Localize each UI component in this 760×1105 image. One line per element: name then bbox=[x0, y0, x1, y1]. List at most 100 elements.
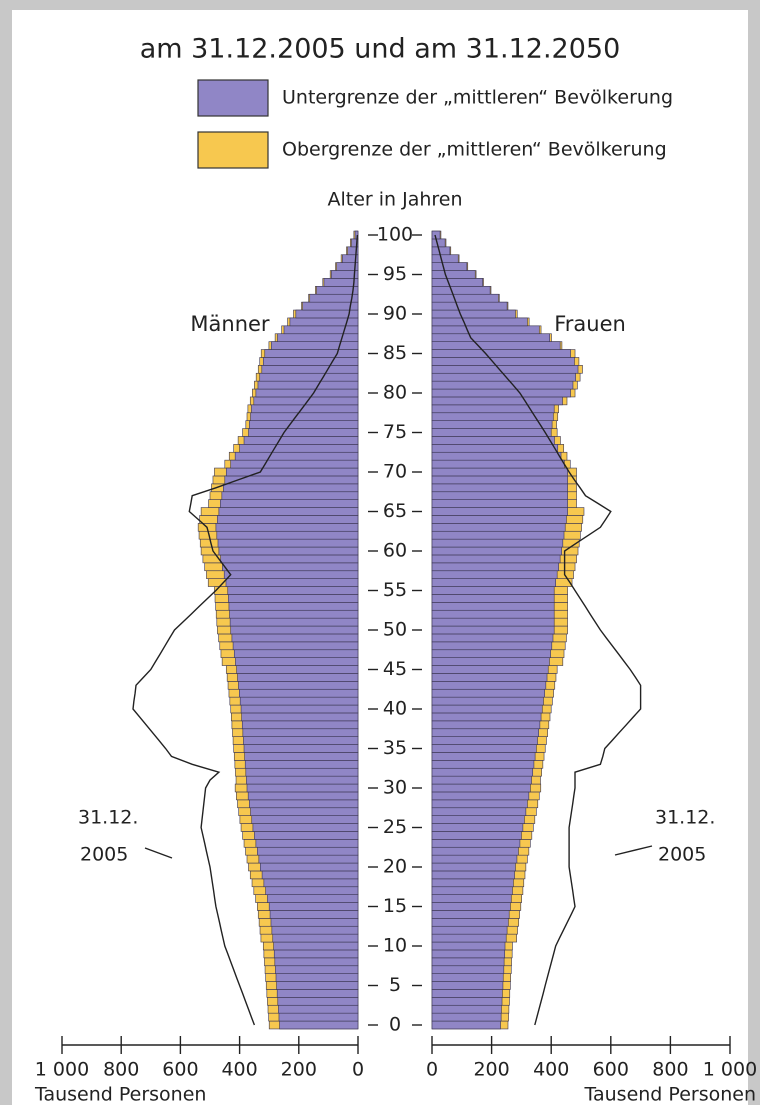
bar bbox=[220, 499, 359, 508]
bar bbox=[431, 925, 508, 935]
x-tick-label: 400 bbox=[533, 1059, 569, 1081]
bar bbox=[431, 815, 525, 824]
age-tick-label: 95 bbox=[383, 263, 407, 285]
outline-2005 bbox=[132, 234, 359, 1026]
bar bbox=[431, 799, 528, 809]
annotation-leader bbox=[614, 845, 653, 856]
bar bbox=[431, 293, 499, 303]
bar bbox=[431, 483, 568, 493]
bar bbox=[431, 728, 539, 737]
bar bbox=[246, 775, 359, 785]
bar bbox=[431, 594, 555, 603]
bar bbox=[431, 1004, 502, 1014]
bar bbox=[431, 617, 555, 627]
bar bbox=[431, 538, 564, 548]
bar bbox=[431, 554, 561, 564]
bar bbox=[243, 736, 359, 745]
bar bbox=[431, 262, 468, 271]
bar bbox=[431, 451, 562, 461]
bar bbox=[431, 499, 568, 508]
legend-swatch bbox=[197, 131, 269, 169]
legend-label: Obergrenze der „mittleren“ Bevölkerung bbox=[282, 139, 667, 161]
bar bbox=[431, 767, 534, 777]
bar bbox=[431, 546, 562, 556]
bar bbox=[431, 467, 568, 477]
bar bbox=[240, 704, 359, 714]
bar bbox=[243, 744, 359, 753]
bar bbox=[218, 507, 359, 516]
bar bbox=[431, 704, 543, 714]
bar bbox=[220, 554, 359, 564]
bar bbox=[431, 333, 551, 342]
bar bbox=[431, 309, 516, 319]
bar bbox=[276, 981, 359, 990]
age-tick-label: 35 bbox=[383, 737, 407, 759]
bar bbox=[241, 720, 359, 730]
bar bbox=[431, 317, 528, 327]
bar bbox=[217, 515, 359, 524]
bar bbox=[248, 428, 359, 437]
bar bbox=[431, 420, 553, 429]
age-axis-label: Alter in Jahren bbox=[327, 189, 462, 211]
bar bbox=[261, 365, 359, 374]
age-tick-label: 50 bbox=[383, 619, 407, 641]
bar bbox=[431, 625, 555, 635]
bar bbox=[431, 949, 506, 959]
legend-swatch bbox=[197, 79, 269, 117]
bar bbox=[270, 341, 359, 350]
bar bbox=[431, 720, 541, 730]
bar bbox=[218, 546, 359, 556]
bar bbox=[431, 475, 568, 485]
bar bbox=[431, 791, 530, 801]
bar bbox=[431, 609, 555, 619]
bar bbox=[431, 681, 547, 690]
bar bbox=[431, 760, 535, 769]
male-label: Männer bbox=[190, 312, 270, 336]
bar bbox=[431, 404, 555, 414]
bar bbox=[271, 925, 359, 935]
age-tick-label: 10 bbox=[383, 935, 407, 957]
bar bbox=[223, 570, 359, 579]
bar bbox=[431, 981, 504, 990]
female-label: Frauen bbox=[554, 312, 626, 336]
x-tick-label: 600 bbox=[593, 1059, 629, 1081]
bar bbox=[231, 633, 359, 643]
bar bbox=[257, 380, 359, 390]
bar bbox=[431, 965, 505, 974]
bar bbox=[254, 831, 359, 840]
bar bbox=[431, 649, 551, 658]
x-tick-label: 1 000 bbox=[703, 1059, 757, 1081]
age-tick-label: 100 bbox=[377, 224, 413, 246]
age-tick-label: 80 bbox=[383, 382, 407, 404]
bar bbox=[431, 957, 505, 967]
bar bbox=[431, 886, 513, 895]
bar bbox=[431, 831, 522, 840]
bar bbox=[431, 357, 575, 366]
bar bbox=[276, 989, 359, 998]
bar bbox=[230, 459, 359, 469]
bar bbox=[431, 673, 548, 682]
x-tick-label: 400 bbox=[221, 1059, 257, 1081]
bar bbox=[431, 586, 555, 595]
bar bbox=[264, 349, 359, 358]
bar bbox=[431, 696, 544, 706]
legend-label: Untergrenze der „mittleren“ Bevölkerung bbox=[282, 87, 673, 109]
bar bbox=[228, 594, 359, 603]
age-tick-label: 25 bbox=[383, 816, 407, 838]
x-tick-label: 800 bbox=[652, 1059, 688, 1081]
bar bbox=[431, 602, 555, 611]
bar bbox=[431, 989, 503, 998]
x-tick-label: 0 bbox=[352, 1059, 364, 1081]
x-tick-label: 0 bbox=[426, 1059, 438, 1081]
bar bbox=[431, 633, 554, 643]
bar bbox=[283, 325, 359, 335]
bar bbox=[431, 807, 527, 816]
bar bbox=[239, 444, 359, 453]
bar bbox=[431, 1012, 502, 1022]
bar bbox=[274, 957, 359, 967]
outline-2005 bbox=[434, 234, 642, 1026]
x-axis-label: Tausend Personen bbox=[584, 1084, 756, 1105]
age-tick-label: 70 bbox=[383, 461, 407, 483]
bar bbox=[431, 712, 542, 722]
